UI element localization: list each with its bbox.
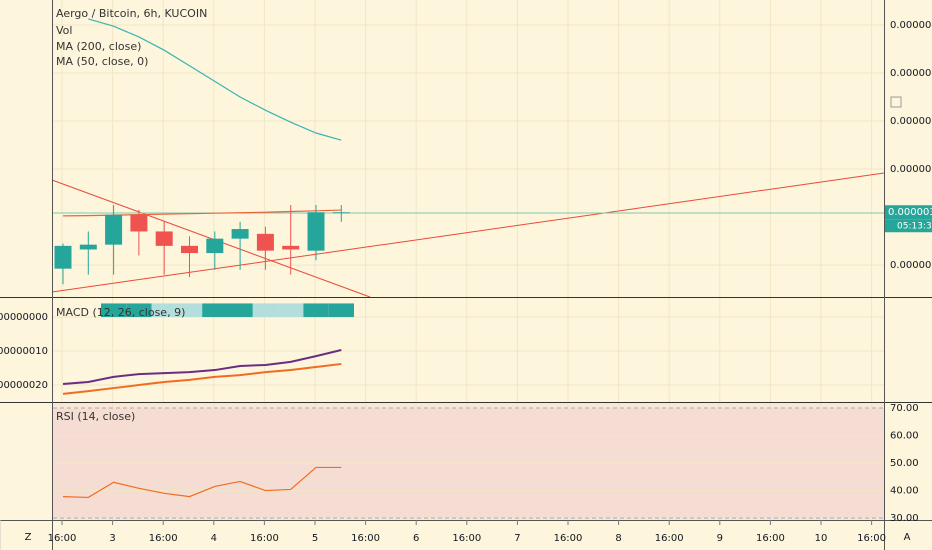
x-tick-label: 16:00 (655, 533, 684, 544)
candle-body (130, 214, 148, 232)
trend-line (51, 179, 371, 298)
y-tick-label: 40.00 (890, 486, 919, 497)
candle-body (256, 233, 274, 251)
x-tick-label: 16:00 (554, 533, 583, 544)
legend-entry: MA (50, close, 0) (56, 55, 148, 68)
pane-title: MACD (12, 26, close, 9) (56, 306, 185, 319)
y-tick-label: 30.00 (890, 513, 919, 524)
macd-histogram-bar (176, 303, 203, 318)
corner-label[interactable]: Z (25, 532, 32, 543)
macd-histogram-bar (227, 303, 253, 318)
legend-entry: MA (200, close) (56, 40, 141, 53)
moving-average (88, 18, 342, 141)
x-tick-label: 16:00 (48, 533, 77, 544)
macd-histogram-bar (252, 303, 279, 318)
x-tick-label: 7 (514, 533, 520, 544)
macd-histogram-bar (328, 303, 354, 318)
macd-histogram-bar (126, 303, 152, 318)
last-price-label: 0.00000342 (888, 207, 932, 218)
candle-body (155, 231, 173, 246)
x-tick-label: 4 (211, 533, 217, 544)
macd-histogram-bar (202, 303, 228, 318)
x-tick-label: 16:00 (250, 533, 279, 544)
x-tick-label: 16:00 (857, 533, 886, 544)
last-price-box (885, 205, 932, 220)
candle-body (105, 214, 123, 245)
x-tick-label: 5 (312, 533, 318, 544)
y-tick-label: -0.00000020 (0, 380, 48, 391)
settings-icon[interactable] (890, 96, 902, 108)
countdown: 05:13:36 (897, 222, 932, 232)
candle-body (231, 229, 249, 239)
y-tick-label: 0.00000380 (890, 116, 932, 127)
y-tick-label: 0.00000400 (890, 68, 932, 79)
countdown-box (885, 219, 932, 233)
candle-body (79, 244, 97, 250)
x-tick-label: 10 (815, 533, 828, 544)
macd-histogram-bar (303, 303, 329, 318)
macd-line (62, 362, 342, 395)
legend-entry: Vol (56, 24, 72, 37)
y-tick-label: 0.00000320 (890, 260, 932, 271)
macd-histogram-bar (151, 303, 177, 318)
macd-line (62, 349, 342, 385)
candle-body (282, 245, 300, 250)
trend-line (51, 172, 885, 293)
rsi-pane (53, 403, 884, 520)
candle-body (54, 245, 72, 269)
chart-title: Aergo / Bitcoin, 6h, KUCOIN (56, 7, 207, 20)
x-tick-label: 3 (109, 533, 115, 544)
x-tick-label: 16:00 (452, 533, 481, 544)
macd-histogram-bar (278, 303, 304, 318)
pane-title: RSI (14, close) (56, 410, 135, 423)
y-tick-label: 0.00000360 (890, 164, 932, 175)
y-tick-label: 0.00000000 (0, 312, 48, 323)
x-tick-label: 6 (413, 533, 419, 544)
candle-body (332, 212, 350, 214)
y-tick-label: 70.00 (890, 403, 919, 414)
y-tick-label: 60.00 (890, 430, 919, 441)
candle-body (206, 238, 224, 254)
rsi-line (62, 466, 342, 499)
y-tick-label: 0.00000420 (890, 20, 932, 31)
corner-label[interactable]: A (904, 532, 911, 543)
x-tick-label: 16:00 (149, 533, 178, 544)
y-tick-label: -0.00000010 (0, 346, 48, 357)
x-tick-label: 8 (615, 533, 621, 544)
x-tick-label: 9 (717, 533, 723, 544)
grid (53, 0, 884, 520)
candle-body (307, 212, 325, 251)
macd-histogram-bar (101, 303, 127, 318)
x-tick-label: 16:00 (351, 533, 380, 544)
y-tick-label: 50.00 (890, 458, 919, 469)
candle-body (181, 245, 198, 254)
x-tick-label: 16:00 (756, 533, 785, 544)
